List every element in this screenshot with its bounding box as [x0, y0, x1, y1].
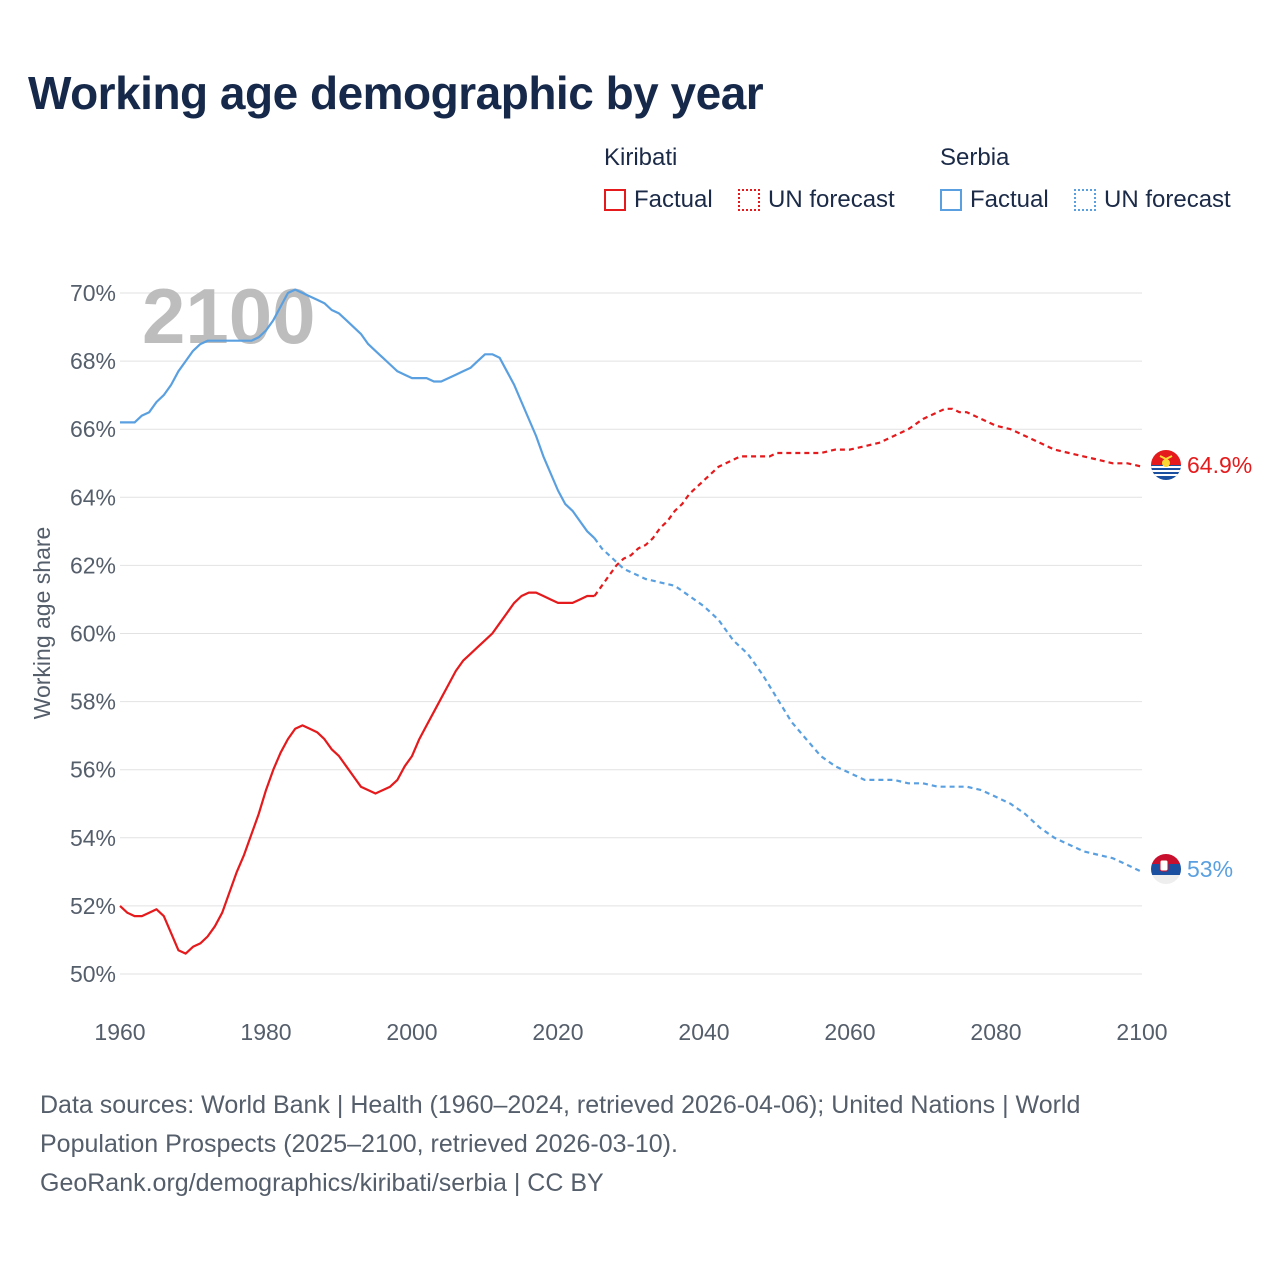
kiribati-flag-icon [1151, 450, 1181, 480]
legend-group-name: Serbia [940, 144, 1010, 171]
x-tick-label: 2060 [824, 1019, 875, 1045]
y-tick-label: 64% [70, 484, 116, 510]
x-tick-label: 1960 [94, 1019, 145, 1045]
y-axis-ticks: 50% 52% 54% 56% 58% 60% 62% 64% 66% 68% 70% [70, 280, 116, 987]
legend-label: UN forecast [1104, 186, 1231, 213]
y-tick-label: 66% [70, 416, 116, 442]
legend-label: Factual [970, 186, 1049, 213]
y-tick-label: 58% [70, 689, 116, 715]
year-watermark: 2100 [142, 272, 316, 360]
y-tick-label: 52% [70, 893, 116, 919]
x-tick-label: 2020 [532, 1019, 583, 1045]
series-lines [119, 288, 1143, 955]
x-tick-label: 2080 [970, 1019, 1021, 1045]
legend-item-kiribati-factual[interactable]: Factual [604, 186, 713, 214]
chart-title: Working age demographic by year [28, 67, 764, 119]
x-tick-label: 1980 [240, 1019, 291, 1045]
y-tick-label: 62% [70, 552, 116, 578]
legend-label: UN forecast [768, 186, 895, 213]
y-tick-label: 60% [70, 621, 116, 647]
legend-swatch-dotted [1074, 189, 1096, 211]
y-tick-label: 70% [70, 280, 116, 306]
gridlines [120, 292, 1142, 975]
legend-item-serbia-factual[interactable]: Factual [940, 186, 1049, 214]
footer-sources-line-2: Population Prospects (2025–2100, retriev… [40, 1130, 678, 1158]
footer-sources-line-1: Data sources: World Bank | Health (1960–… [40, 1091, 1081, 1119]
legend-swatch-solid [604, 189, 626, 211]
serbia-factual-line [120, 288, 596, 539]
serbia-end-label: 53% [1187, 856, 1233, 882]
legend-group-name: Kiribati [604, 144, 678, 171]
kiribati-end-label: 64.9% [1187, 452, 1252, 478]
line-chart: 50%52%54%56%58%60%62%64%66%68%70% 1960 19… [29, 272, 1252, 1045]
y-axis-label: Working age share [29, 527, 55, 720]
legend-label: Factual [634, 186, 713, 213]
legend-item-serbia-forecast[interactable]: UN forecast [1074, 186, 1231, 214]
x-axis-ticks: 1960 1980 2000 2020 2040 2060 2080 2100 [94, 1019, 1167, 1045]
legend-swatch-dotted [738, 189, 760, 211]
y-tick-label: 56% [70, 757, 116, 783]
serbia-forecast-line [593, 537, 1143, 873]
legend-item-kiribati-forecast[interactable]: UN forecast [738, 186, 895, 214]
serbia-flag-icon [1151, 854, 1181, 884]
y-tick-label: 54% [70, 825, 116, 851]
legend-swatch-solid [940, 189, 962, 211]
y-tick-label: 50% [70, 961, 116, 987]
x-tick-label: 2040 [678, 1019, 729, 1045]
x-tick-label: 2100 [1116, 1019, 1167, 1045]
x-tick-label: 2000 [386, 1019, 437, 1045]
footer-attribution[interactable]: GeoRank.org/demographics/kiribati/serbia… [40, 1169, 604, 1197]
chart-footer: Data sources: World Bank | Health (1960–… [40, 1086, 1240, 1203]
kiribati-factual-line [119, 591, 595, 955]
y-tick-label: 68% [70, 348, 116, 374]
kiribati-forecast-line [593, 407, 1143, 597]
